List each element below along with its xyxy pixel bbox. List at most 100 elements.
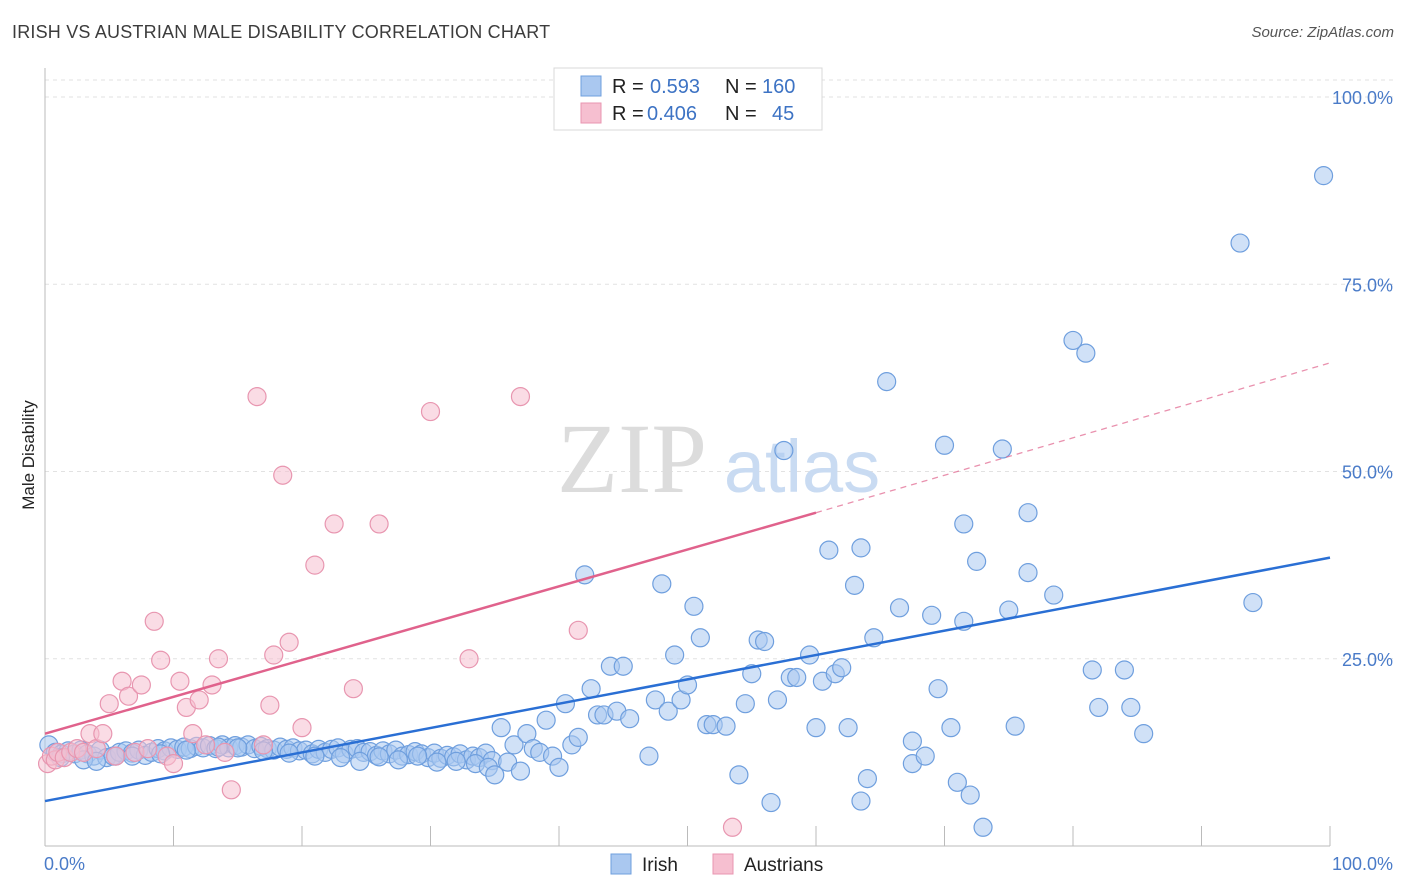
data-point (639, 746, 659, 766)
x-tick-label: 0.0% (44, 854, 85, 874)
data-point (851, 791, 871, 811)
data-point (954, 514, 974, 534)
data-point (163, 754, 184, 774)
legend-swatch-irish (580, 75, 602, 97)
data-point (1230, 233, 1250, 253)
data-point (99, 694, 119, 714)
data-point (183, 724, 203, 744)
data-point (253, 735, 274, 755)
data-point (716, 716, 736, 736)
data-point (1018, 503, 1038, 523)
data-point (330, 748, 351, 768)
data-point (170, 671, 190, 691)
bottom-legend-irish: Irish (642, 855, 678, 876)
data-point (1089, 697, 1109, 718)
series-legend: Irish Austrians (610, 853, 823, 876)
series-austrians (37, 387, 743, 837)
data-point (735, 694, 755, 714)
data-point (928, 679, 948, 699)
legend-n-label-irish: N = (725, 76, 757, 98)
data-point (960, 785, 980, 805)
data-point (196, 735, 216, 755)
data-point (510, 387, 531, 407)
legend-r-label-irish: R = (612, 76, 644, 98)
data-point (292, 718, 312, 738)
legend-n-value-irish: 160 (762, 76, 795, 98)
y-tick-label: 100.0% (1332, 88, 1393, 108)
data-point (504, 735, 524, 755)
data-point (1082, 660, 1102, 680)
tick-labels: 25.0% 50.0% 75.0% 100.0% 0.0% 100.0% (44, 88, 1393, 874)
data-point (684, 596, 704, 616)
data-point (131, 675, 151, 695)
data-point (645, 690, 665, 710)
data-point (613, 656, 633, 676)
data-point (934, 435, 955, 455)
chart-title: IRISH VS AUSTRIAN MALE DISABILITY CORREL… (12, 22, 551, 42)
y-tick-label: 75.0% (1342, 275, 1393, 295)
data-point (690, 628, 710, 648)
y-tick-label: 25.0% (1342, 650, 1393, 670)
data-point (388, 750, 408, 770)
x-tick-label: 100.0% (1332, 854, 1393, 874)
data-point (761, 792, 781, 813)
data-point (1134, 724, 1154, 744)
data-point (1044, 585, 1064, 605)
data-point (151, 650, 171, 670)
data-point (491, 718, 511, 738)
data-point (176, 740, 196, 760)
data-point (568, 727, 588, 747)
data-point (947, 772, 967, 792)
trend-line-austrians-extension (815, 362, 1331, 514)
data-point (1313, 166, 1334, 186)
data-point (941, 718, 961, 738)
data-point (247, 387, 267, 407)
legend-r-value-austrians: 0.406 (647, 103, 697, 125)
legend-r-label-austrians: R = (612, 103, 644, 125)
correlation-legend: R = 0.593 N = 160 R = 0.406 N = 45 (553, 67, 823, 131)
data-point (305, 555, 325, 575)
data-point (138, 739, 158, 759)
data-point (273, 465, 293, 485)
grid-lines (45, 79, 1395, 660)
data-point (915, 746, 935, 766)
data-point (420, 401, 441, 422)
bottom-legend-swatch-irish (610, 853, 632, 875)
data-point (857, 768, 878, 789)
data-point (767, 690, 788, 710)
watermark-zip: ZIP (557, 403, 707, 514)
data-point (510, 761, 531, 781)
data-point (877, 372, 897, 392)
data-point (350, 751, 370, 771)
data-point (118, 686, 139, 706)
data-point (264, 645, 284, 665)
data-point (729, 765, 749, 785)
data-point (189, 690, 209, 710)
data-point (665, 645, 685, 665)
data-point (279, 632, 299, 652)
data-point (922, 605, 942, 625)
watermark: ZIP atlas (557, 403, 880, 514)
data-point (806, 718, 826, 738)
data-point (851, 538, 871, 558)
data-point (1121, 697, 1141, 718)
data-point (832, 658, 852, 678)
bottom-legend-swatch-austrians (712, 853, 734, 875)
data-point (343, 679, 363, 699)
watermark-atlas: atlas (724, 425, 880, 508)
axes (44, 68, 1331, 847)
data-point (967, 551, 987, 571)
data-point (722, 817, 743, 837)
data-point (889, 598, 910, 618)
legend-n-value-austrians: 45 (772, 103, 794, 125)
data-point (581, 679, 601, 699)
data-point (1076, 343, 1096, 363)
data-point (1243, 592, 1263, 613)
data-point (652, 574, 672, 594)
data-point (774, 440, 794, 461)
data-point (658, 701, 678, 721)
data-point (459, 649, 479, 669)
data-point (221, 780, 241, 800)
data-point (568, 620, 588, 640)
